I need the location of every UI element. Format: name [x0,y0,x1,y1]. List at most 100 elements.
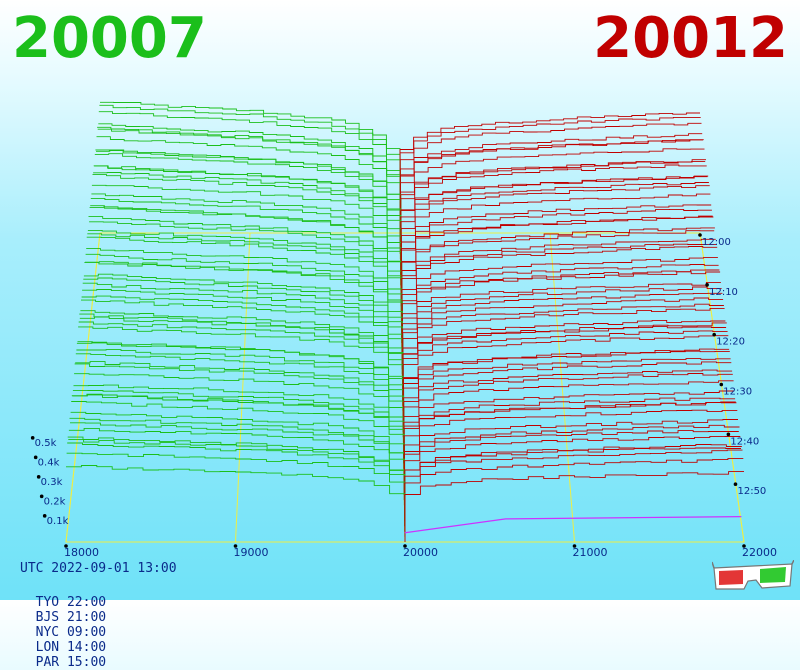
ask-depth-line [403,361,732,453]
x-tick-marker [403,544,407,548]
bid-depth-line [84,261,403,375]
ask-depth-line [403,402,737,490]
bid-depth-line [74,363,405,464]
ask-depth-line [399,133,703,249]
time-tick-marker [712,332,716,337]
bid-depth-line [83,277,403,385]
ask-depth-line [400,164,707,281]
anaglyph-3d-glasses-icon[interactable] [712,560,794,592]
bid-depth-line [91,193,402,312]
bid-depth-line [67,436,406,527]
bid-depth-line [80,310,404,412]
bid-depth-line [73,384,405,474]
time-tick-label: 12:50 [737,486,766,497]
ask-depth-line [401,230,715,333]
utc-time-label: UTC 2022-09-01 13:00 [20,561,177,576]
ask-depth-line [400,208,712,317]
depth-tick-label: 0.3k [41,477,63,488]
bid-depth-line [100,101,401,233]
depth-tick-label: 0.4k [38,457,60,468]
ask-depth-line [402,330,728,427]
depth-tick-label: 0.1k [47,516,69,527]
bid-depth-line [76,349,404,448]
bid-depth-line [78,326,404,432]
bid-depth-line [66,465,406,542]
bid-depth-line [86,248,403,359]
time-tick-label: 12:40 [730,436,759,447]
ask-depth-line [400,148,705,265]
depth-tick-marker [42,514,47,518]
timezone-par: PAR 15:00 [35,655,107,670]
bid-depth-line [85,253,403,364]
bid-depth-line [98,123,401,249]
ask-depth-line [399,122,702,244]
time-tick-label: 12:10 [709,287,738,298]
ask-price-title: 20012 [593,6,788,71]
ask-depth-line [402,292,723,391]
ask-depth-line [402,322,727,422]
bid-depth-line [82,282,403,391]
ask-depth-line [401,243,717,349]
ask-depth-line [399,139,704,260]
x-tick-marker [64,544,68,548]
timezone-bar: TYO 22:00 BJS 21:00 NYC 09:00 LON 14:00 … [20,580,130,670]
ask-depth-line [400,182,709,296]
bid-depth-line [78,321,404,427]
ask-depth-line [404,471,744,542]
bid-depth-line [97,126,401,260]
depth-tick-label: 0.2k [44,496,66,507]
ask-depth-line [401,227,715,338]
time-tick-marker [705,283,709,287]
bid-depth-line [70,422,405,506]
x-tick-marker [233,544,238,548]
bid-price-title: 20007 [12,6,207,71]
bid-depth-line [79,313,404,422]
bid-depth-line [83,273,403,380]
ask-depth-line [400,175,709,291]
bid-depth-line [81,299,404,406]
ask-depth-line [402,319,726,412]
ask-depth-line [404,458,744,537]
time-tick-marker [698,233,702,237]
ask-depth-line [402,303,724,401]
bid-depth-line [85,261,403,370]
ask-depth-line [401,271,721,375]
time-tick-label: 12:30 [723,387,752,398]
ask-depth-line [402,307,725,406]
ask-depth-line [402,348,730,438]
bid-depth-line [71,393,405,490]
bid-depth-line [88,216,403,338]
depth-tick-marker [36,475,41,479]
spread-line [404,516,742,534]
bid-depth-line [99,104,401,239]
depth-tick-marker [33,455,38,460]
bid-depth-line [75,361,405,459]
bid-depth-line [93,165,402,291]
bid-depth-line [86,236,403,354]
ask-depth-line [404,449,743,532]
ask-depth-line [402,297,724,396]
bid-depth-line [70,411,405,501]
time-tick-label: 12:00 [702,237,731,248]
ask-depth-line [404,447,741,522]
bid-depth-line [68,438,406,522]
time-tick-marker [726,432,731,437]
depth-tick-label: 0.5k [35,438,57,449]
time-tick-marker [719,382,724,387]
ask-depth-line [403,390,735,474]
x-tick-marker [572,544,577,548]
bid-depth-line [87,233,403,349]
ask-depth-line [400,204,712,312]
ask-depth-line [399,116,701,239]
timezone-nyc: NYC 09:00 [35,625,107,640]
time-tick-marker [733,482,738,486]
ask-depth-line [401,216,714,328]
ask-depth-line [402,350,730,443]
ask-depth-line [401,257,718,359]
depth-chart: 18000 19000 20000 21000 22000 0.1k 0.2k 0.3k 0.4… [30,101,777,559]
ask-depth-line [404,424,740,511]
depth-tick-marker [30,436,35,440]
bid-depth-line [98,111,401,244]
floor-gridline [235,232,251,543]
depth-tick-marker [39,494,44,499]
